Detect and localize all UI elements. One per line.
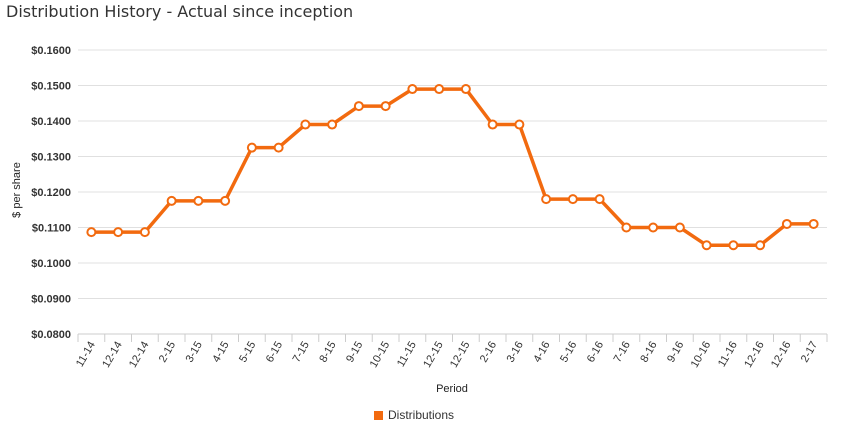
data-point [808,218,819,229]
x-tick-label: 11-14 [74,340,98,370]
data-point [701,240,712,251]
data-point [567,194,578,205]
data-point [300,119,311,130]
y-axis-label: $ per share [11,162,23,218]
data-point [380,101,391,112]
x-tick-label: 11-15 [395,340,419,370]
data-point [139,227,150,238]
legend-swatch [374,410,383,420]
chart-title: Distribution History - Actual since ince… [6,2,354,21]
x-tick-label: 6-16 [585,340,606,365]
data-point [487,119,498,130]
x-tick-label: 3-15 [184,340,205,365]
y-tick-label: $0.1300 [31,152,71,164]
x-tick-label: 12-15 [448,340,472,370]
legend[interactable]: Distributions [374,408,454,422]
data-point [514,119,525,130]
x-tick-label: 8-15 [317,340,338,365]
data-point [648,222,659,233]
x-tick-label: 12-14 [100,340,124,370]
x-tick-label: 12-16 [769,340,793,370]
y-axis-ticks: $0.0800 $0.0900 $0.1000 $0.1100 $0.1200 $0.13… [31,45,71,341]
data-point [460,84,471,95]
series-line-distributions [89,87,816,248]
x-axis-ticks: 11-14 12-14 12-14 2-15 3-15 4-15 5-15 6-15 7-15 8… [74,340,820,370]
x-tick-label: 12-14 [127,340,151,370]
x-axis [77,333,828,342]
data-point [434,84,445,95]
data-point [220,195,231,206]
x-tick-label: 9-16 [665,340,686,365]
x-tick-label: 7-15 [291,340,312,365]
x-tick-label: 11-16 [716,340,740,370]
data-point [86,227,97,238]
y-tick-label: $0.0900 [31,294,71,306]
data-point [166,195,177,206]
data-point [728,240,739,251]
x-tick-label: 5-16 [558,340,579,365]
data-point [327,119,338,130]
series-distributions [89,87,816,248]
data-point [246,142,257,153]
data-point [407,84,418,95]
x-axis-label: Period [436,383,468,395]
data-point [621,222,632,233]
x-tick-label: 7-16 [612,340,633,365]
data-point [193,195,204,206]
data-point [541,194,552,205]
y-tick-label: $0.1000 [31,258,71,270]
x-tick-label: 4-15 [210,340,231,365]
data-point [353,101,364,112]
x-tick-label: 2-16 [478,340,499,365]
x-tick-label: 10-15 [368,340,392,370]
x-tick-label: 12-15 [421,340,445,370]
x-tick-label: 6-15 [264,340,285,365]
x-tick-label: 12-16 [742,340,766,370]
y-tick-label: $0.1200 [31,187,71,199]
x-tick-label: 2-15 [157,340,178,365]
data-point [781,218,792,229]
x-tick-label: 5-15 [237,340,258,365]
x-tick-label: 8-16 [638,340,659,365]
y-tick-label: $0.1500 [31,81,71,93]
data-point [273,142,284,153]
y-tick-label: $0.1600 [31,45,71,57]
data-point [674,222,685,233]
y-tick-label: $0.1400 [31,116,71,128]
x-tick-label: 3-16 [505,340,526,365]
legend-label: Distributions [388,408,455,422]
data-points [86,84,819,251]
data-point [113,227,124,238]
x-tick-label: 9-15 [344,340,365,365]
grid-lines [78,49,827,335]
x-tick-label: 4-16 [531,340,552,365]
x-tick-label: 10-16 [689,340,713,370]
data-point [594,194,605,205]
y-tick-label: $0.1100 [32,223,71,235]
y-tick-label: $0.0800 [31,329,71,341]
data-point [755,240,766,251]
x-tick-label: 2-17 [799,340,820,365]
